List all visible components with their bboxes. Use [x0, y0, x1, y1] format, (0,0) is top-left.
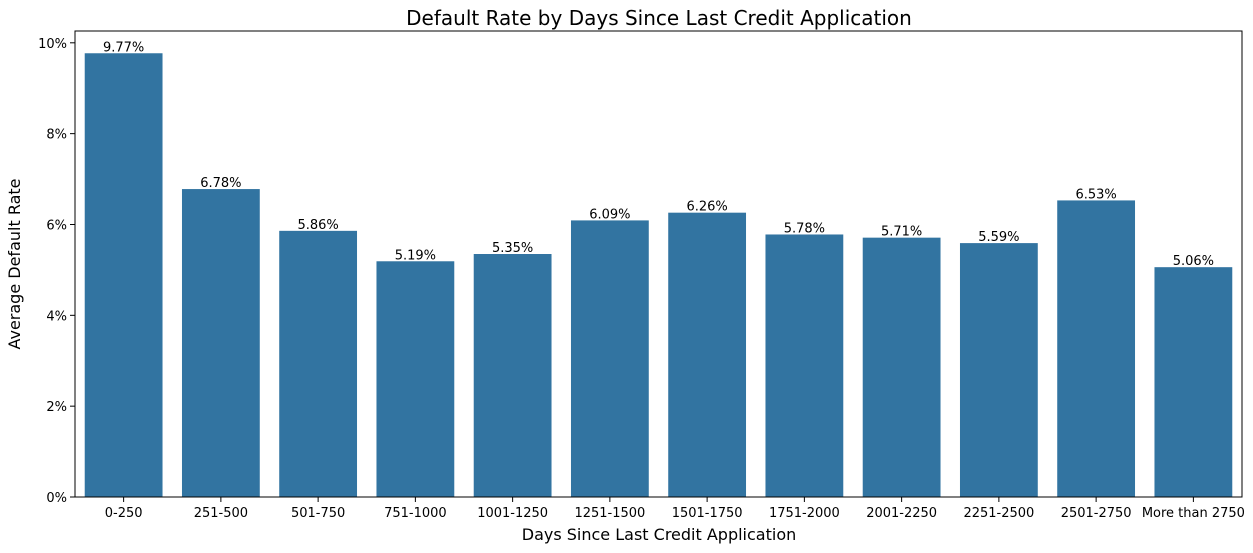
chart-title: Default Rate by Days Since Last Credit A…: [406, 6, 912, 30]
bar-value-label-8: 5.71%: [881, 225, 922, 240]
y-tick-label-1: 2%: [46, 400, 67, 415]
bar-value-label-1: 6.78%: [200, 176, 241, 191]
x-axis: 0-250 251-500 501-750 751-1000 1001-1250 1251…: [105, 497, 1245, 521]
x-tick-label-0: 0-250: [105, 506, 143, 521]
x-tick-label-5: 1251-1500: [574, 506, 645, 521]
y-tick-label-0: 0%: [46, 491, 67, 506]
bar-value-label-5: 6.09%: [589, 207, 630, 222]
x-tick-label-11: More than 2750: [1142, 506, 1245, 521]
bar-7: [765, 234, 844, 497]
x-tick-label-9: 2251-2500: [963, 506, 1034, 521]
bars-group: [84, 53, 1233, 498]
bar-value-label-0: 9.77%: [103, 40, 144, 55]
y-axis-label: Average Default Rate: [5, 178, 24, 349]
bar-value-label-10: 6.53%: [1075, 187, 1116, 202]
y-tick-label-3: 6%: [46, 218, 67, 233]
bar-value-label-4: 5.35%: [492, 241, 533, 256]
bar-value-label-3: 5.19%: [395, 248, 436, 263]
x-tick-label-6: 1501-1750: [672, 506, 743, 521]
x-axis-label: Days Since Last Credit Application: [522, 525, 797, 544]
x-tick-label-1: 251-500: [194, 506, 248, 521]
bar-8: [862, 237, 941, 497]
plot-frame: [74, 30, 1243, 498]
bar-3: [376, 261, 455, 497]
y-tick-label-4: 8%: [46, 128, 67, 143]
x-tick-label-10: 2501-2750: [1061, 506, 1132, 521]
bar-11: [1154, 267, 1233, 497]
bar-1: [181, 189, 260, 498]
y-tick-label-5: 10%: [38, 37, 67, 52]
y-axis: 0% 2% 4% 6% 8% 10%: [38, 37, 75, 506]
x-tick-label-8: 2001-2250: [866, 506, 937, 521]
bar-value-label-2: 5.86%: [297, 218, 338, 233]
bar-value-label-6: 6.26%: [686, 200, 727, 215]
x-tick-label-4: 1001-1250: [477, 506, 548, 521]
bar-4: [473, 254, 552, 497]
bar-10: [1057, 200, 1136, 497]
y-tick-label-2: 4%: [46, 309, 67, 324]
bar-0: [84, 53, 163, 497]
x-tick-label-7: 1751-2000: [769, 506, 840, 521]
bar-5: [570, 220, 649, 498]
bar-6: [668, 212, 747, 498]
x-tick-label-3: 751-1000: [384, 506, 447, 521]
bar-value-label-11: 5.06%: [1173, 254, 1214, 269]
bar-9: [959, 243, 1038, 497]
bar-value-label-9: 5.59%: [978, 230, 1019, 245]
x-tick-label-2: 501-750: [291, 506, 345, 521]
data-labels-group: 9.77% 6.78% 5.86% 5.19% 5.35% 6.09% 6.26% 5.78%…: [103, 40, 1214, 269]
bar-2: [279, 230, 358, 497]
bar-value-label-7: 5.78%: [784, 221, 825, 236]
